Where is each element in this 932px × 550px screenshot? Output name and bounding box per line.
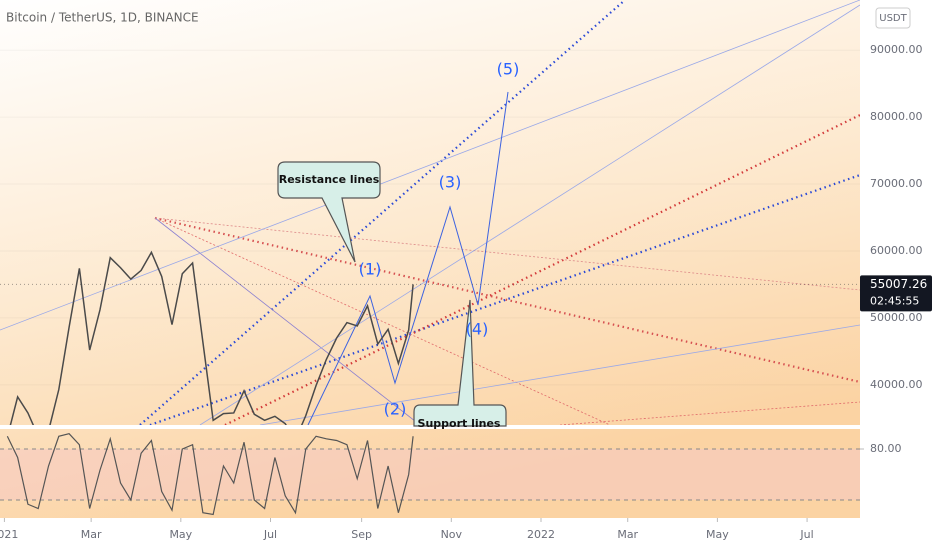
- price-axis-bg: [860, 0, 932, 550]
- callout-box: [277, 161, 381, 263]
- price-label: 55007.26: [870, 277, 927, 291]
- y-tick-label: 50000.00: [870, 311, 923, 324]
- y-tick-label: 40000.00: [870, 378, 923, 391]
- wave-label: (4): [466, 320, 489, 339]
- fan-lines: [0, 0, 860, 425]
- y-tick-label: 80.00: [870, 442, 902, 455]
- countdown: 02:45:55: [870, 294, 919, 307]
- wave-label: (2): [384, 400, 407, 419]
- price-line: [9, 250, 414, 425]
- callout-box: [413, 299, 507, 427]
- trend-lines: [139, 0, 860, 425]
- osc-band: [0, 449, 860, 500]
- fan-line: [259, 324, 860, 425]
- x-tick-label: Nov: [441, 528, 463, 541]
- y-tick-label: 60000.00: [870, 244, 923, 257]
- x-tick-label: Jul: [799, 528, 813, 541]
- currency-badge: [875, 7, 911, 29]
- x-tick-label: 2021: [0, 528, 18, 541]
- fan-line: [199, 4, 860, 425]
- fan-line: [0, 0, 860, 331]
- x-tick-label: Sep: [351, 528, 372, 541]
- fan-line: [154, 217, 611, 425]
- time-axis-bg: [0, 518, 860, 550]
- callouts: Resistance lines Support lines: [277, 161, 507, 430]
- main-pane: [0, 0, 860, 425]
- currency: USDT: [879, 13, 907, 24]
- resistance-line: [154, 216, 860, 384]
- wave-label: (1): [359, 260, 382, 279]
- y-tick-label: 80000.00: [870, 110, 923, 123]
- fan-line: [154, 217, 421, 425]
- oscillator-pane: [0, 433, 860, 516]
- x-tick-label: Jul: [263, 528, 277, 541]
- wave-path: [307, 91, 509, 425]
- x-tick-label: 2022: [527, 528, 555, 541]
- oscillator-line: [6, 433, 414, 516]
- price-badge: [860, 275, 932, 312]
- callout-text: Resistance lines: [279, 173, 380, 186]
- y-tick-label: 70000.00: [870, 177, 923, 190]
- wave-labels: (1) (2) (3) (4) (5): [359, 60, 520, 419]
- x-tick-label: May: [169, 528, 192, 541]
- support-line: [149, 173, 860, 425]
- pane-separator: [0, 425, 860, 429]
- callout-text: Support lines: [418, 417, 501, 430]
- x-tick-label: Mar: [81, 528, 102, 541]
- wave-label: (5): [497, 60, 520, 79]
- x-tick-label: Mar: [617, 528, 638, 541]
- wave-label: (3): [439, 173, 462, 192]
- y-tick-label: 90000.00: [870, 43, 923, 56]
- chart-title: Bitcoin / TetherUS, 1D, BINANCE: [6, 11, 199, 25]
- x-tick-label: May: [706, 528, 729, 541]
- plot-background: [0, 0, 860, 518]
